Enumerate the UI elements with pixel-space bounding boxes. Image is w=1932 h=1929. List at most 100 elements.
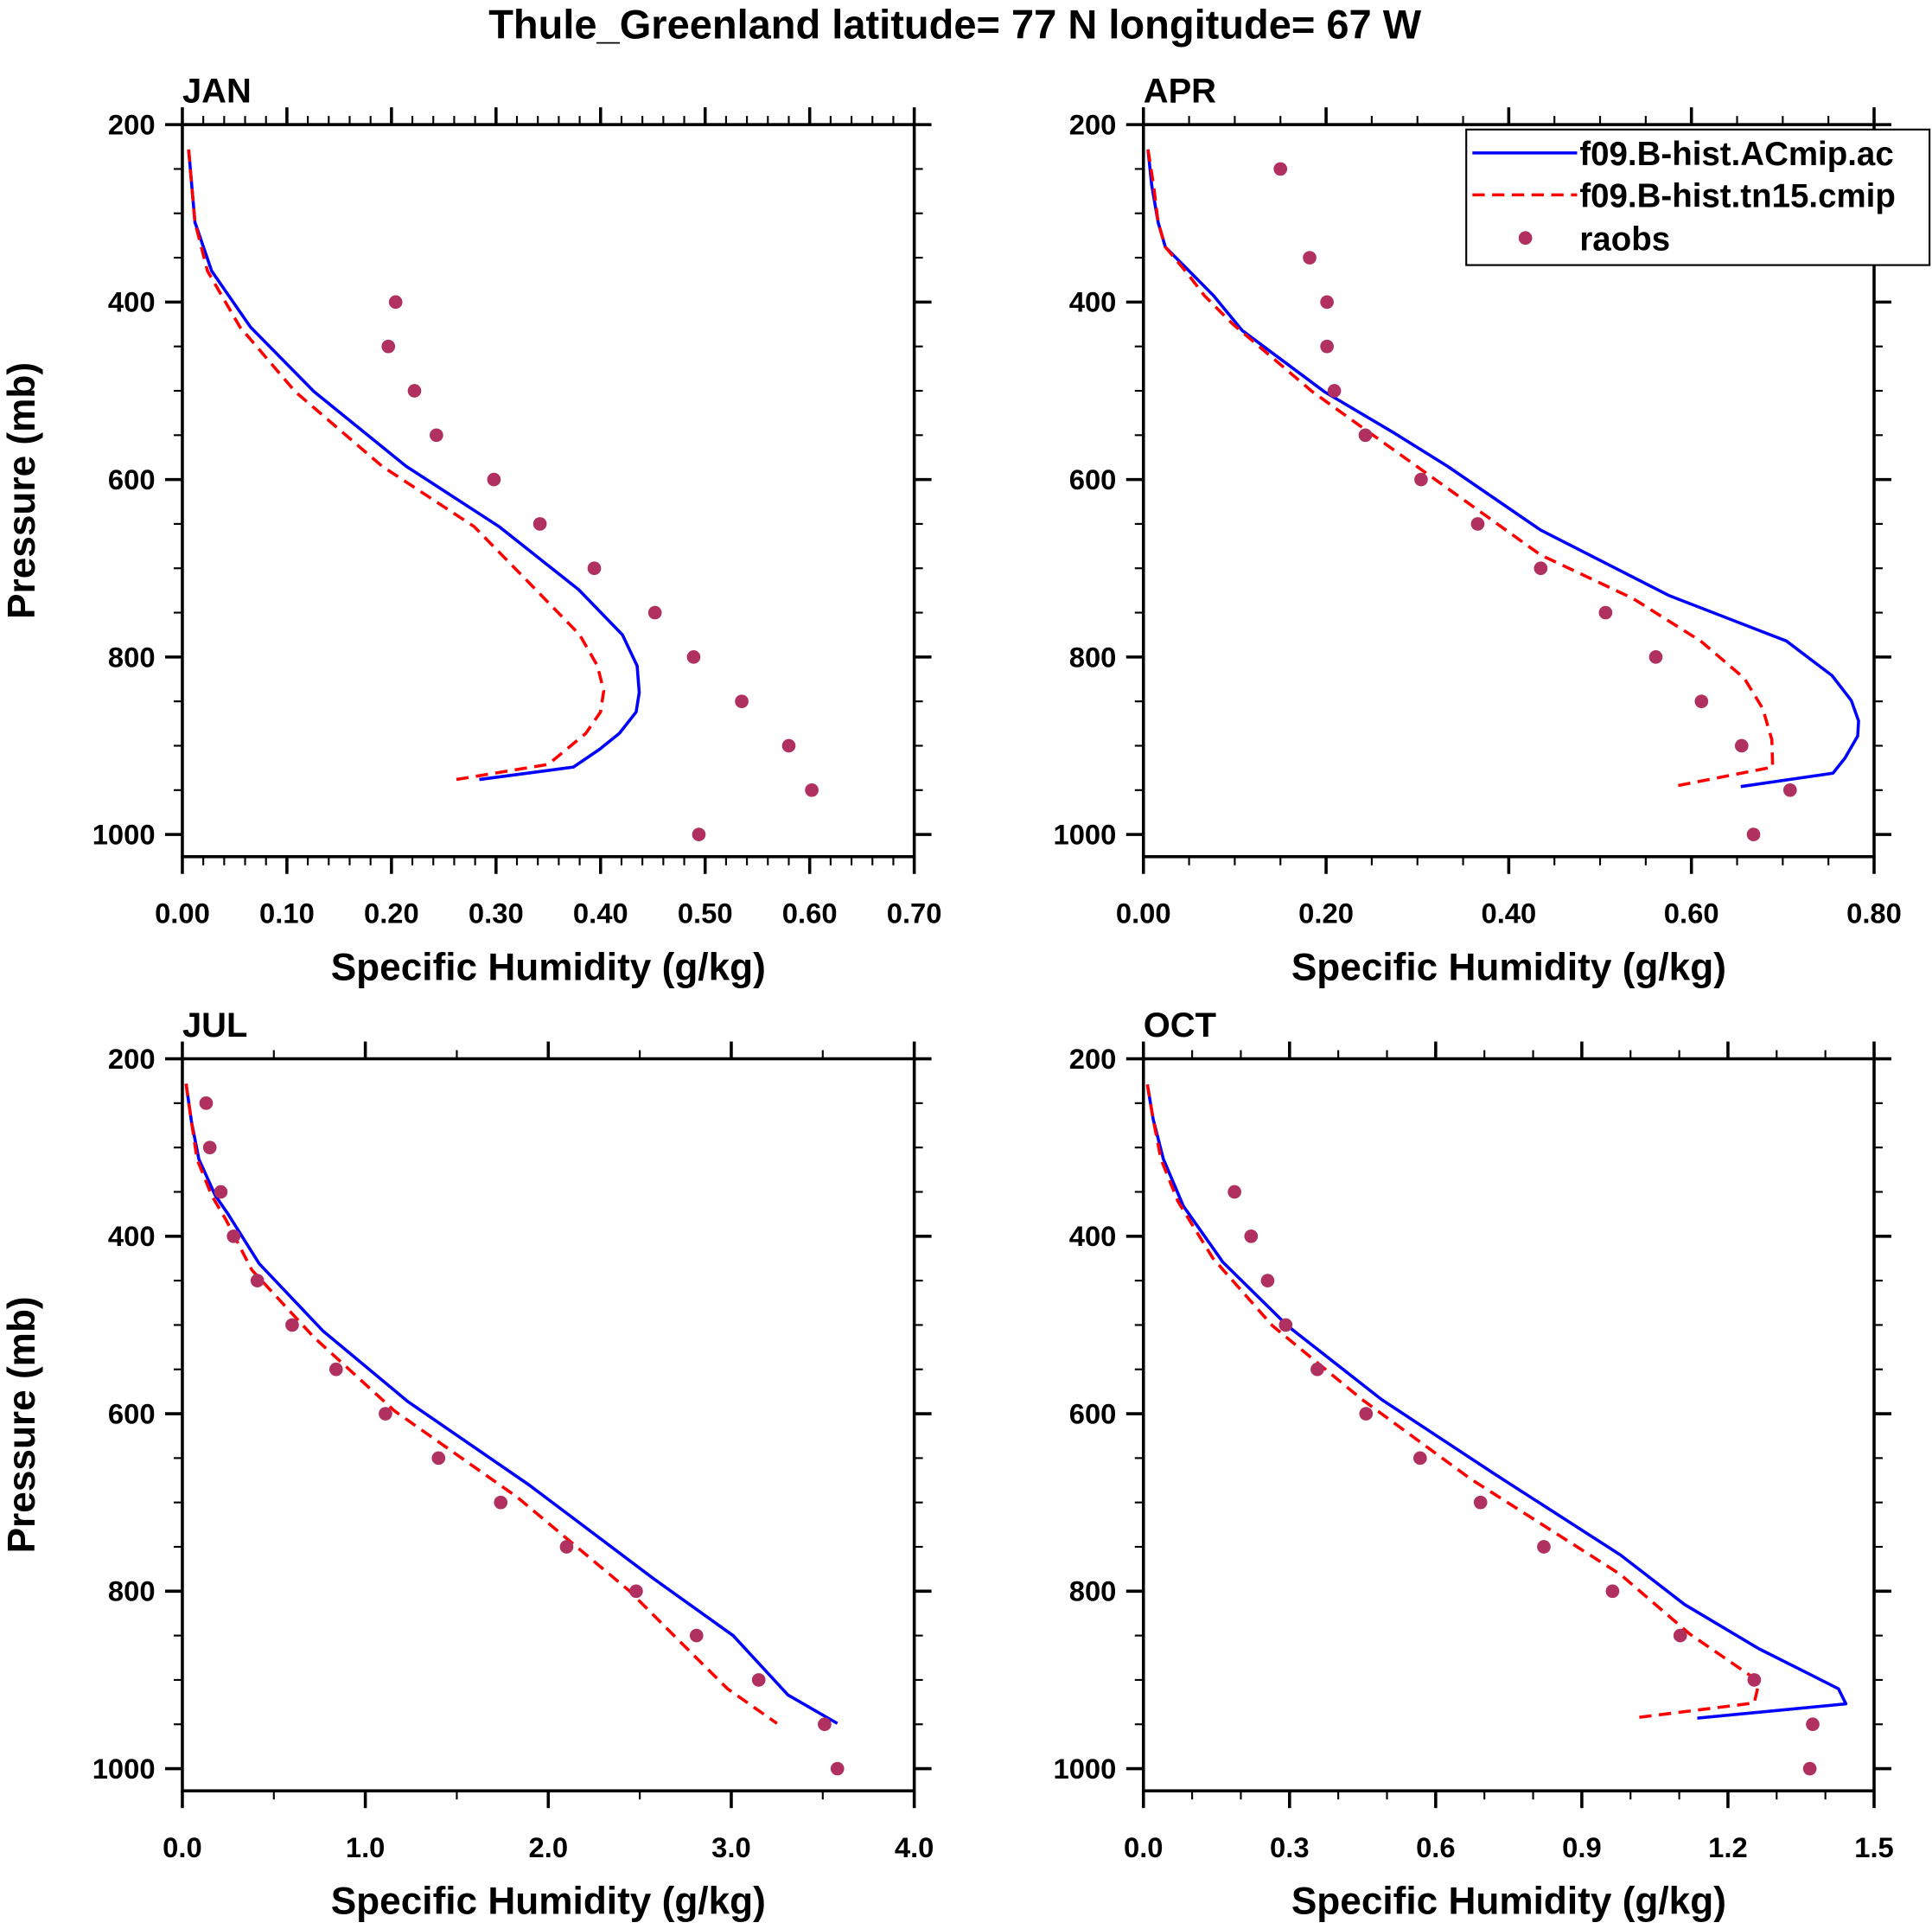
y-tick-label: 1000 [1053,1753,1116,1785]
y-tick-label: 600 [1069,463,1117,495]
raobs-point [1802,1761,1817,1776]
y-tick-label: 600 [108,463,156,495]
raobs-point [751,1673,766,1687]
raobs-point [1533,561,1548,576]
y-tick-label: 800 [1069,1575,1117,1607]
x-tick-label: 0.30 [469,897,524,929]
raobs-point [1806,1717,1820,1732]
panel-title: JAN [182,72,252,110]
y-tick-label: 200 [1069,109,1117,141]
raobs-point [1598,605,1613,620]
raobs-point [1244,1229,1259,1243]
y-tick-label: 200 [108,1043,156,1075]
series-line-acmip [187,149,641,782]
legend-label-ac: f09.B-hist.ACmip.ac [1579,136,1893,173]
legend: f09.B-hist.ACmip.ac f09.B-hist.tn15.cmip… [1465,128,1931,266]
raobs-point [250,1274,265,1287]
x-axis-label: Specific Humidity (g/kg) [331,946,766,988]
x-tick-label: 0.00 [155,897,210,929]
raobs-point [381,339,396,354]
raobs-point [692,827,706,841]
raobs-point [1260,1274,1275,1287]
raobs-point [1310,1362,1324,1376]
raobs-point [1358,428,1373,443]
raobs-point [1734,738,1749,753]
x-tick-label: 0.6 [1416,1831,1456,1863]
x-tick-label: 0.00 [1116,897,1171,929]
raobs-point [781,738,796,753]
x-tick-label: 1.0 [346,1831,386,1863]
raobs-point [1278,1318,1293,1332]
x-tick-label: 1.2 [1708,1831,1748,1863]
raobs-point [494,1495,508,1510]
plot-frame [181,1057,916,1793]
series-line-tn15 [1145,1084,1760,1720]
raobs-point [202,1140,217,1155]
panel-title: OCT [1144,1006,1216,1044]
y-tick-label: 600 [108,1397,156,1429]
x-tick-label: 0.10 [259,897,315,929]
raobs-point [379,1407,392,1421]
raobs-point [1470,517,1485,531]
raobs-point [1320,295,1334,310]
panel-jan: 200 400 600 800 1000 0.00 0.10 0.20 0.30 0.40 0.50… [1,72,942,988]
raobs-point [1473,1495,1488,1510]
raobs-point [431,1451,446,1466]
y-tick-label: 1000 [1053,819,1116,851]
x-tick-label: 3.0 [711,1831,751,1863]
y-axis-label: Pressure (mb) [1,362,43,619]
raobs-point [647,605,662,620]
panel-title: APR [1144,72,1216,110]
x-tick-label: 0.60 [782,897,838,929]
raobs-point [1537,1540,1551,1554]
raobs-point [388,295,403,310]
raobs-point [629,1584,643,1599]
series-line-acmip [184,1083,838,1725]
raobs-point [1327,384,1342,398]
raobs-point [226,1229,241,1243]
y-tick-label: 400 [108,286,156,318]
raobs-point [1673,1628,1687,1643]
raobs-point [532,517,547,531]
x-tick-label: 0.0 [163,1831,202,1863]
y-tick-label: 400 [108,1220,156,1252]
x-tick-label: 0.3 [1270,1831,1310,1863]
legend-label-tn15: f09.B-hist.tn15.cmip [1579,178,1896,215]
x-tick-label: 0.50 [678,897,733,929]
x-tick-label: 0.20 [1298,897,1354,929]
raobs-point [805,782,819,797]
panel-jul: 200 400 600 800 1000 0.0 1.0 2.0 3.0 4.0 JUL Specif… [1,1006,934,1923]
x-tick-label: 0.40 [1481,897,1536,929]
raobs-point [1782,782,1797,797]
raobs-point [1412,1451,1427,1466]
x-tick-label: 0.40 [573,897,628,929]
plot-frame [1141,1057,1876,1793]
raobs-point [430,428,443,443]
raobs-point [285,1318,299,1332]
raobs-point [735,694,749,709]
raobs-point [1648,650,1663,664]
raobs-point [328,1362,343,1376]
raobs-point [1746,827,1761,841]
raobs-point [1694,694,1709,709]
y-tick-label: 600 [1069,1397,1117,1429]
x-tick-label: 0.70 [887,897,942,929]
plot-frame [181,123,916,859]
x-tick-label: 1.5 [1854,1831,1894,1863]
raobs-point [199,1096,214,1110]
y-tick-label: 800 [1069,641,1117,673]
raobs-point [1303,251,1317,265]
raobs-point [1414,472,1428,487]
raobs-point [559,1540,574,1554]
x-tick-label: 0.80 [1846,897,1902,929]
panel-oct: 200 400 600 800 1000 0.0 0.3 0.6 0.9 1.2 1.5 OCT Spe… [1053,1006,1893,1923]
raobs-point [686,650,701,664]
series-line-tn15 [184,1083,778,1725]
x-tick-label: 0.0 [1124,1831,1164,1863]
raobs-point [407,384,422,398]
x-tick-label: 0.20 [364,897,419,929]
series-line-tn15 [187,149,606,782]
x-axis-label: Specific Humidity (g/kg) [1291,1881,1726,1923]
panel-apr: 200 400 600 800 1000 0.00 0.20 0.40 0.60 0.80 APR S… [1053,72,1901,988]
raobs-point [214,1185,228,1199]
